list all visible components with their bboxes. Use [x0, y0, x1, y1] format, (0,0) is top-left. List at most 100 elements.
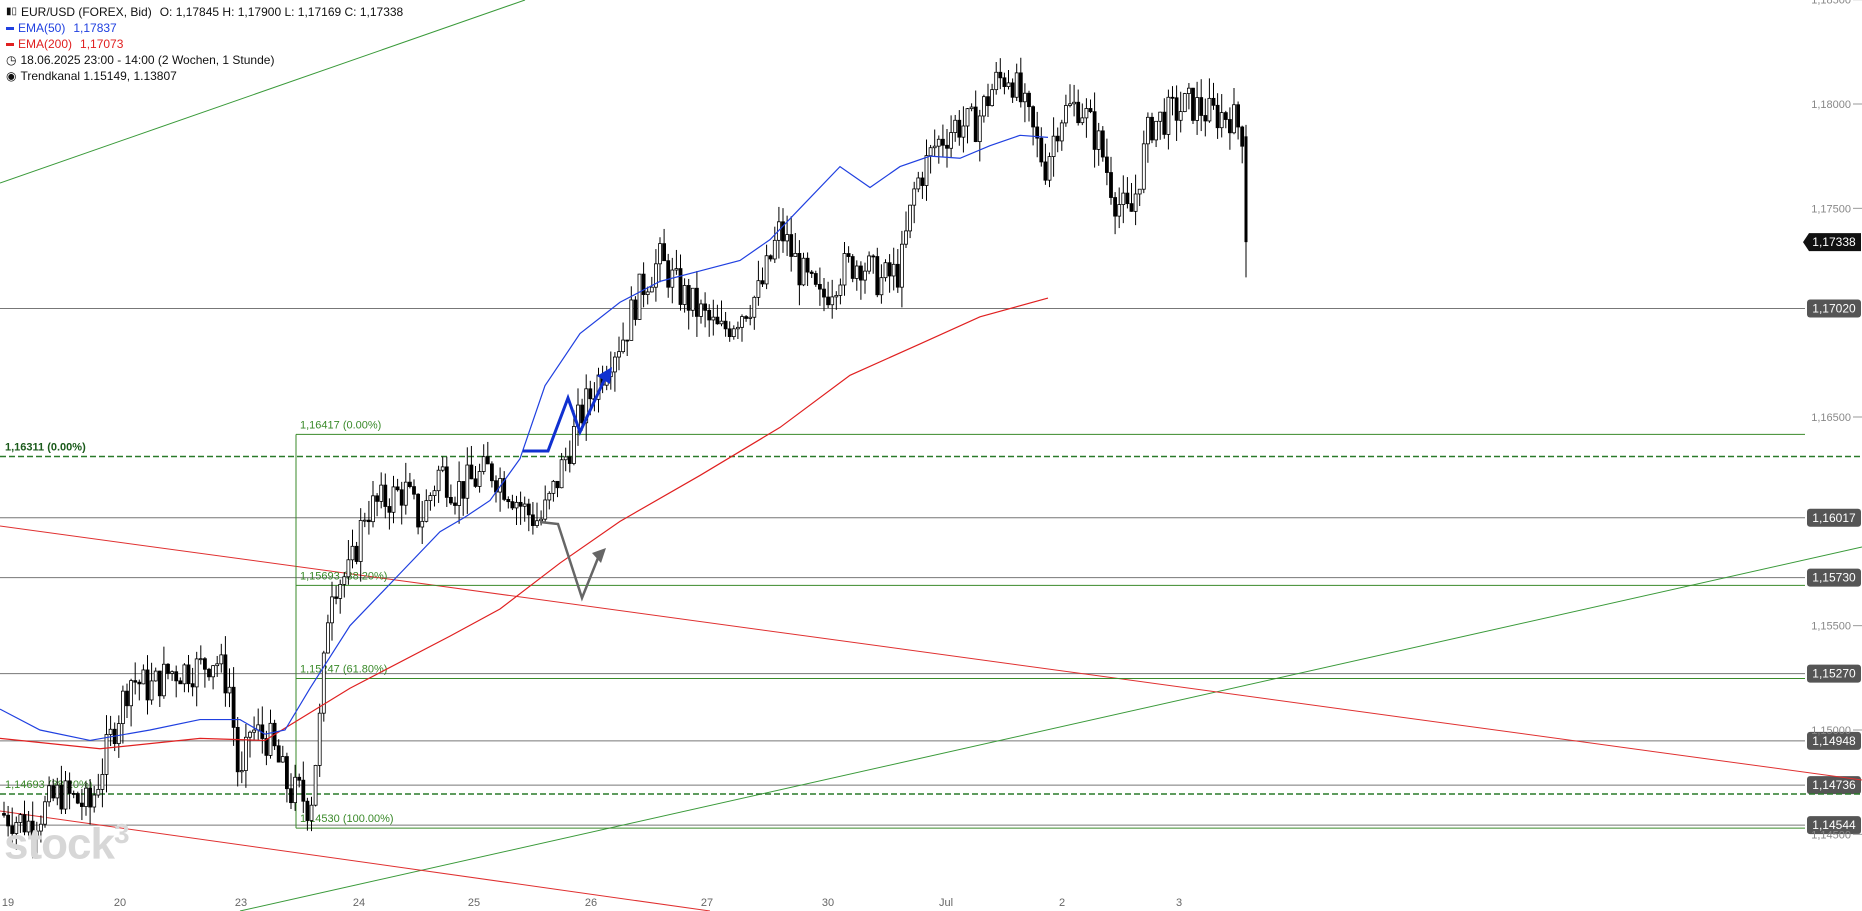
candle-body [936, 138, 941, 147]
candle [1121, 175, 1126, 224]
candle-body [350, 545, 355, 561]
candle [613, 352, 617, 392]
candle [186, 654, 191, 693]
x-tick-label: 24 [353, 897, 365, 909]
candle-body [805, 257, 810, 273]
candle [736, 321, 740, 339]
candle-current [1244, 124, 1248, 278]
candle [945, 129, 949, 168]
candle-body [330, 596, 334, 624]
candle-body [813, 273, 818, 285]
candle-body [908, 204, 912, 232]
candle [912, 181, 917, 224]
candle-body [309, 804, 314, 821]
candle-body [1018, 72, 1023, 103]
candle [641, 262, 646, 308]
candle-body [887, 262, 892, 277]
candle-body [375, 495, 380, 502]
candle [375, 493, 380, 517]
candle-body [477, 471, 482, 487]
candle-body [178, 680, 183, 685]
candle-body [1010, 82, 1015, 98]
candle-body [1072, 101, 1076, 105]
candle-body [768, 255, 773, 260]
candle [961, 106, 966, 153]
candle-body [383, 484, 388, 507]
candle-body [424, 500, 429, 522]
y-tick-label: 1,18500 [1811, 0, 1851, 7]
level-tag: 1,15730 [1807, 568, 1861, 587]
candle [1006, 69, 1011, 90]
candle [674, 249, 679, 275]
candle-body [867, 255, 871, 272]
candle-body [690, 287, 695, 311]
trendline-upper-green [0, 0, 526, 184]
candle [813, 270, 818, 287]
candle-body [613, 356, 617, 373]
watermark-logo: stock3 [4, 818, 130, 870]
candle-body [965, 108, 970, 127]
candle [822, 277, 826, 312]
ema50-value: 1,17837 [73, 21, 117, 35]
candle [1117, 187, 1122, 229]
candle [465, 447, 470, 514]
candle [666, 253, 671, 298]
candle [658, 237, 662, 283]
candle [461, 481, 466, 516]
candle-body [1117, 204, 1122, 217]
candle [801, 252, 806, 287]
candle-body [67, 780, 72, 794]
candle-body [895, 263, 900, 288]
candle [1211, 82, 1216, 110]
period-text: 18.06.2025 23:00 - 14:00 (2 Wochen, 1 St… [20, 53, 275, 67]
candle-body [1023, 92, 1027, 103]
fib-label: 1,14530 (100.00%) [300, 813, 394, 825]
candle [584, 374, 589, 441]
candle-body [826, 296, 830, 306]
candle [51, 778, 56, 802]
candle-body [1125, 192, 1130, 205]
candle [1199, 79, 1204, 132]
candle-body [1088, 108, 1093, 113]
candle [1092, 92, 1097, 168]
candle [207, 667, 211, 681]
candle-body [1047, 156, 1052, 181]
candle-body [518, 501, 523, 507]
candle [494, 475, 498, 503]
candle-body [227, 686, 232, 694]
candle [342, 571, 347, 598]
candle [953, 114, 958, 142]
trendline-lower-green [239, 546, 1862, 911]
candle-body [973, 106, 978, 143]
candle-body [555, 480, 560, 489]
candle-body [563, 456, 568, 461]
candle [313, 764, 318, 807]
candle [559, 453, 564, 489]
candle-body [51, 785, 56, 799]
level-tag-label: 1,15730 [1812, 571, 1856, 585]
candle-body [941, 138, 945, 146]
level-tag-label: 1,14948 [1812, 734, 1856, 748]
candle-body [428, 495, 433, 502]
candle-body [535, 520, 539, 526]
candle [1228, 107, 1232, 150]
candle [379, 472, 384, 509]
candle-body [666, 260, 671, 288]
candle [678, 254, 683, 311]
candle-body [141, 669, 146, 685]
candle [80, 788, 84, 821]
candle-body [1240, 126, 1245, 147]
candle [276, 739, 281, 763]
target-icon: ◉ [6, 69, 17, 83]
candle [1141, 130, 1146, 194]
candle [239, 751, 244, 784]
candle-body [346, 559, 351, 578]
candle-body [703, 303, 707, 311]
candle-body [744, 316, 748, 319]
candle-body [289, 788, 293, 804]
candle-body [1244, 136, 1248, 243]
candle [457, 461, 462, 524]
candle-body [104, 734, 109, 775]
candle [321, 650, 326, 722]
